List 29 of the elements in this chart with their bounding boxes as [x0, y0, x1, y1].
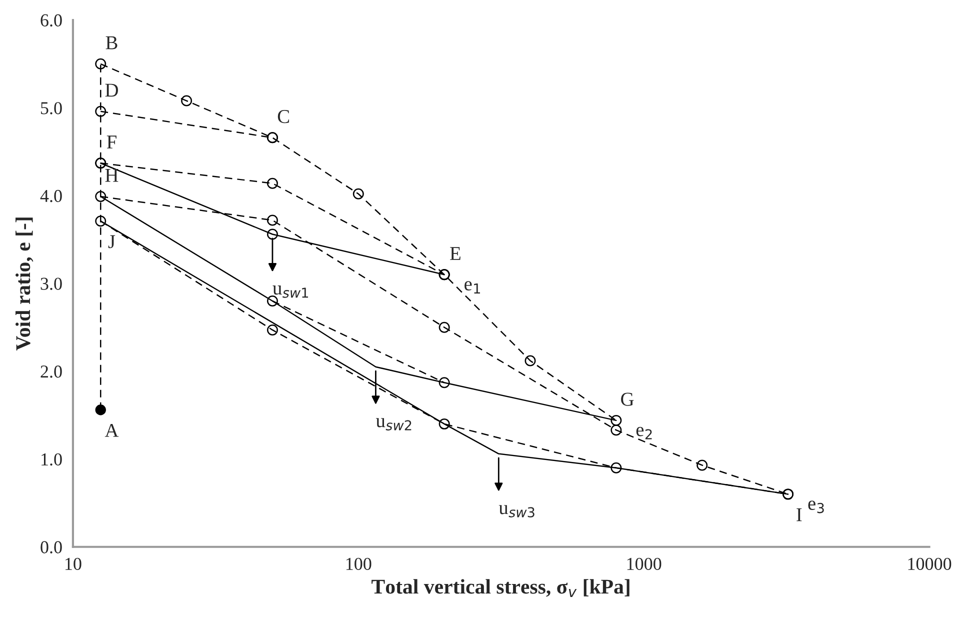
annotation: E: [450, 247, 460, 260]
annotation: G: [621, 392, 634, 406]
annotation: u$_{sw2}$: [376, 418, 412, 430]
annotation: e$_{1}$: [464, 281, 480, 294]
annotation: F: [106, 136, 116, 148]
y-tick-label: 2.0: [40, 366, 62, 378]
x-tick-label: 10: [66, 558, 82, 570]
annotation: J: [108, 235, 116, 248]
x-tick-label: 10000: [908, 558, 952, 570]
y-tick-label: 4.0: [40, 190, 62, 202]
annotation: C: [278, 110, 289, 124]
x-axis-title: Total vertical stress, σ$_{v}$ [kPa]: [372, 579, 630, 597]
y-tick-label: 3.0: [40, 278, 62, 290]
x-tick-label: 100: [346, 558, 372, 570]
y-tick-label: 6.0: [40, 14, 62, 27]
annotation: u$_{sw3}$: [498, 505, 534, 518]
annotation: D: [105, 84, 118, 97]
y-tick-label: 1.0: [42, 453, 62, 466]
y-tick-label: 0.0: [40, 541, 62, 554]
y-tick-label: 5.0: [41, 102, 62, 114]
y-axis-title: Void ratio, e [-]: [16, 218, 34, 351]
annotation: I: [796, 508, 802, 522]
annotation: A: [104, 424, 119, 437]
annotation: B: [106, 36, 118, 50]
annotation: H: [105, 169, 118, 182]
annotation: e$_{2}$: [636, 426, 652, 440]
annotation: u$_{sw1}$: [272, 286, 308, 298]
annotation: e$_{3}$: [808, 500, 824, 514]
x-tick-label: 1000: [627, 558, 662, 570]
